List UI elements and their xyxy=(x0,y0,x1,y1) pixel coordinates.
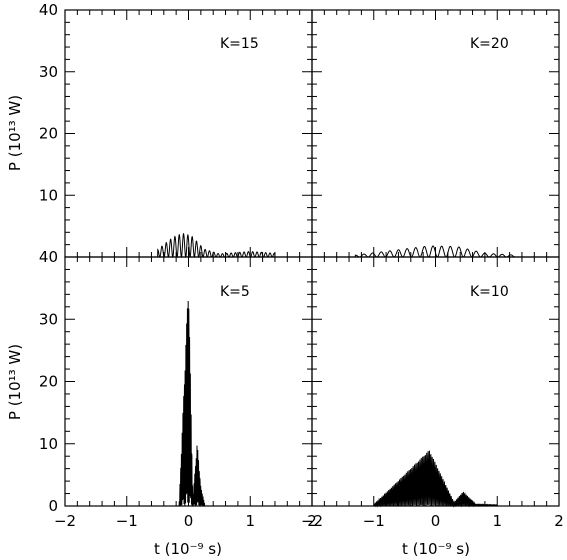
panel-label: K=20 xyxy=(470,36,509,52)
panel-frame xyxy=(311,9,560,258)
x-tick-label: 2 xyxy=(554,512,564,530)
x-tick-label: −1 xyxy=(363,512,385,530)
panel-bottom-right: −2 −1 0 1 2 K=10 xyxy=(301,256,564,530)
x-tick-label: 0 xyxy=(184,512,194,530)
y-tick-label: 20 xyxy=(39,125,58,143)
y-tick-label: 30 xyxy=(39,63,58,81)
panel-bottom-left: 0 10 20 30 40 −2 −1 0 1 2 K=5 xyxy=(39,248,317,530)
x-tick-label: −2 xyxy=(54,512,76,530)
panel-label: K=10 xyxy=(470,284,509,300)
y-axis-title-bottom: P (10¹³ W) xyxy=(6,344,24,420)
x-tick-label: 0 xyxy=(431,512,441,530)
y-axis-title-top: P (10¹³ W) xyxy=(6,95,24,171)
y-tick-label: 10 xyxy=(39,435,58,453)
pulse-trace xyxy=(65,300,312,507)
x-tick-label: 2 xyxy=(307,512,317,530)
y-tick-label: 40 xyxy=(39,1,58,19)
panel-label: K=15 xyxy=(220,36,259,52)
x-tick-label: 1 xyxy=(492,512,502,530)
x-axis-title-left: t (10⁻⁹ s) xyxy=(154,540,222,558)
y-tick-label: 10 xyxy=(39,186,58,204)
y-tick-label: 30 xyxy=(39,310,58,328)
x-axis-title-right: t (10⁻⁹ s) xyxy=(402,540,470,558)
y-tick-label: 20 xyxy=(39,373,58,391)
panel-label: K=5 xyxy=(220,284,250,300)
x-tick-label: −1 xyxy=(116,512,138,530)
pulse-trace xyxy=(312,450,559,508)
panel-top-left: 10 20 30 40 K=15 xyxy=(39,1,313,259)
y-tick-label: 40 xyxy=(39,248,58,266)
x-tick-label: 1 xyxy=(245,512,255,530)
panel-top-right: K=20 xyxy=(311,9,560,258)
y-tick-label: 0 xyxy=(48,497,58,515)
x-tick-label: −2 xyxy=(301,512,323,530)
panel-frame xyxy=(64,9,313,258)
